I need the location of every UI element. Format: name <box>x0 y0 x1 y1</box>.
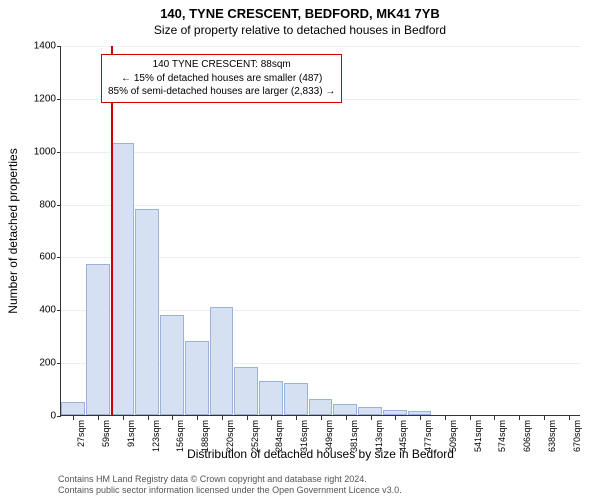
info-line: 140 TYNE CRESCENT: 88sqm <box>108 58 335 72</box>
page-subtitle: Size of property relative to detached ho… <box>0 21 600 37</box>
footer-line-1: Contains HM Land Registry data © Crown c… <box>58 474 402 485</box>
xtick-mark <box>470 416 471 420</box>
xtick-label: 413sqm <box>374 420 384 452</box>
ytick-label: 200 <box>16 358 56 369</box>
footer-line-2: Contains public sector information licen… <box>58 485 402 496</box>
histogram-bar <box>309 399 333 415</box>
histogram-bar <box>210 307 234 415</box>
ytick-mark <box>57 99 61 100</box>
histogram-bar <box>234 367 258 415</box>
xtick-label: 123sqm <box>151 420 161 452</box>
xtick-mark <box>172 416 173 420</box>
xtick-mark <box>247 416 248 420</box>
histogram-bar <box>135 209 159 415</box>
histogram-bar <box>333 404 357 415</box>
xtick-label: 188sqm <box>200 420 210 452</box>
ytick-label: 400 <box>16 305 56 316</box>
ytick-mark <box>57 310 61 311</box>
xtick-label: 638sqm <box>547 420 557 452</box>
xtick-label: 27sqm <box>76 420 86 447</box>
xtick-mark <box>494 416 495 420</box>
page-title: 140, TYNE CRESCENT, BEDFORD, MK41 7YB <box>0 0 600 21</box>
histogram-plot: Number of detached properties Distributi… <box>60 46 580 416</box>
xtick-mark <box>271 416 272 420</box>
xtick-mark <box>346 416 347 420</box>
histogram-bar <box>61 402 85 415</box>
ytick-label: 1200 <box>16 93 56 104</box>
xtick-label: 477sqm <box>423 420 433 452</box>
histogram-bar <box>259 381 283 415</box>
histogram-bar <box>160 315 184 415</box>
xtick-label: 541sqm <box>473 420 483 452</box>
xtick-label: 91sqm <box>126 420 136 447</box>
xtick-label: 445sqm <box>398 420 408 452</box>
y-axis-label: Number of detached properties <box>6 148 20 313</box>
footer-attribution: Contains HM Land Registry data © Crown c… <box>58 474 402 497</box>
histogram-bar <box>111 143 135 415</box>
ytick-mark <box>57 416 61 417</box>
gridline <box>61 46 581 47</box>
xtick-label: 606sqm <box>522 420 532 452</box>
ytick-label: 0 <box>16 411 56 422</box>
xtick-mark <box>321 416 322 420</box>
xtick-label: 574sqm <box>497 420 507 452</box>
ytick-mark <box>57 46 61 47</box>
histogram-bar <box>358 407 382 415</box>
xtick-label: 509sqm <box>448 420 458 452</box>
info-line: ← 15% of detached houses are smaller (48… <box>108 72 335 86</box>
xtick-mark <box>148 416 149 420</box>
histogram-bar <box>383 410 407 415</box>
xtick-label: 316sqm <box>299 420 309 452</box>
xtick-mark <box>222 416 223 420</box>
xtick-mark <box>395 416 396 420</box>
xtick-mark <box>544 416 545 420</box>
xtick-label: 349sqm <box>324 420 334 452</box>
xtick-mark <box>296 416 297 420</box>
xtick-mark <box>73 416 74 420</box>
xtick-mark <box>98 416 99 420</box>
xtick-label: 220sqm <box>225 420 235 452</box>
xtick-mark <box>445 416 446 420</box>
histogram-bar <box>408 411 432 415</box>
ytick-mark <box>57 363 61 364</box>
xtick-label: 59sqm <box>101 420 111 447</box>
ytick-label: 1000 <box>16 146 56 157</box>
xtick-label: 670sqm <box>572 420 582 452</box>
xtick-label: 252sqm <box>250 420 260 452</box>
chart-area: Number of detached properties Distributi… <box>60 46 580 416</box>
ytick-label: 600 <box>16 252 56 263</box>
histogram-bar <box>185 341 209 415</box>
ytick-label: 800 <box>16 199 56 210</box>
ytick-mark <box>57 152 61 153</box>
xtick-mark <box>123 416 124 420</box>
xtick-label: 381sqm <box>349 420 359 452</box>
histogram-bar <box>284 383 308 415</box>
xtick-label: 284sqm <box>274 420 284 452</box>
info-line: 85% of semi-detached houses are larger (… <box>108 85 335 99</box>
ytick-label: 1400 <box>16 41 56 52</box>
xtick-mark <box>420 416 421 420</box>
gridline <box>61 205 581 206</box>
gridline <box>61 152 581 153</box>
xtick-mark <box>569 416 570 420</box>
histogram-bar <box>86 264 110 415</box>
xtick-mark <box>519 416 520 420</box>
property-info-box: 140 TYNE CRESCENT: 88sqm← 15% of detache… <box>101 54 342 103</box>
xtick-label: 156sqm <box>175 420 185 452</box>
ytick-mark <box>57 205 61 206</box>
xtick-mark <box>371 416 372 420</box>
xtick-mark <box>197 416 198 420</box>
ytick-mark <box>57 257 61 258</box>
